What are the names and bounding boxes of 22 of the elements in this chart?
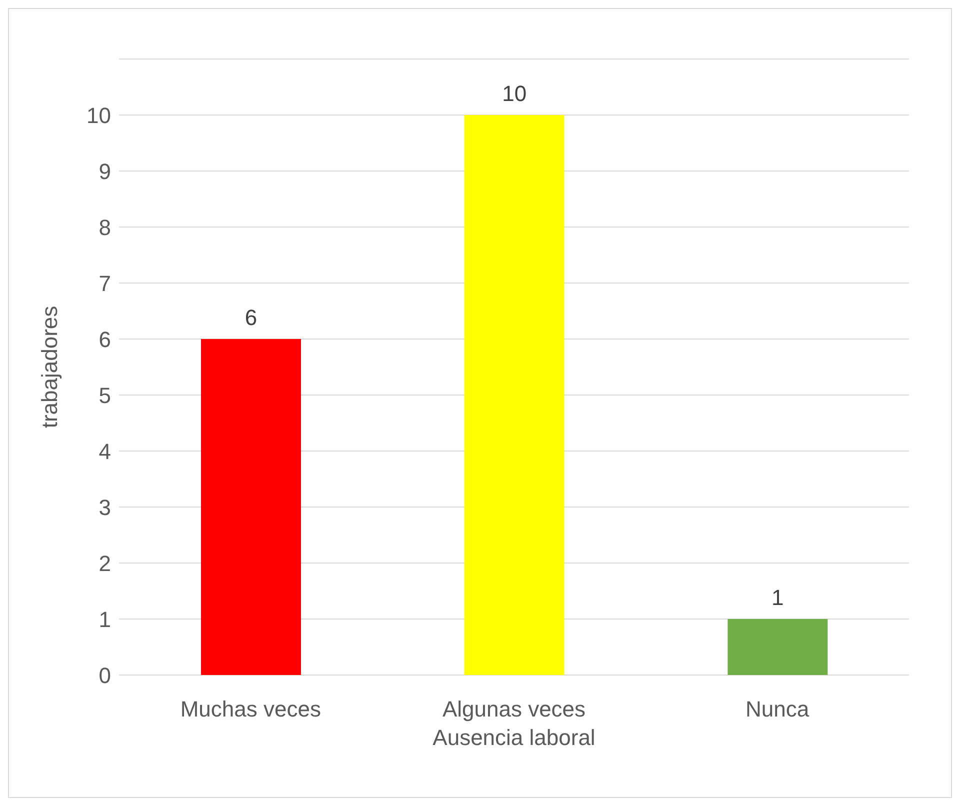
bar: [728, 619, 828, 675]
y-tick-label: 3: [98, 494, 111, 520]
y-axis-title: trabajadores: [36, 306, 62, 428]
data-label: 10: [502, 81, 527, 106]
y-tick-label: 8: [98, 214, 111, 240]
x-axis-title: Ausencia laboral: [432, 725, 596, 750]
x-tick-label: Nunca: [746, 696, 810, 722]
x-tick-label: Algunas veces: [442, 696, 586, 722]
y-tick-label: 0: [98, 662, 111, 688]
y-tick-label: 9: [98, 158, 111, 184]
y-tick-label: 10: [86, 102, 111, 128]
data-label: 6: [244, 305, 258, 330]
y-tick-label: 2: [98, 550, 111, 576]
y-tick-label: 7: [98, 270, 111, 296]
bar: [201, 339, 301, 675]
bar: [464, 115, 564, 675]
y-tick-label: 4: [98, 438, 111, 464]
y-tick-label: 1: [98, 606, 111, 632]
x-tick-label: Muchas veces: [180, 696, 321, 722]
y-tick-label: 5: [98, 382, 111, 408]
data-label: 1: [772, 585, 784, 610]
y-tick-label: 6: [98, 326, 111, 352]
